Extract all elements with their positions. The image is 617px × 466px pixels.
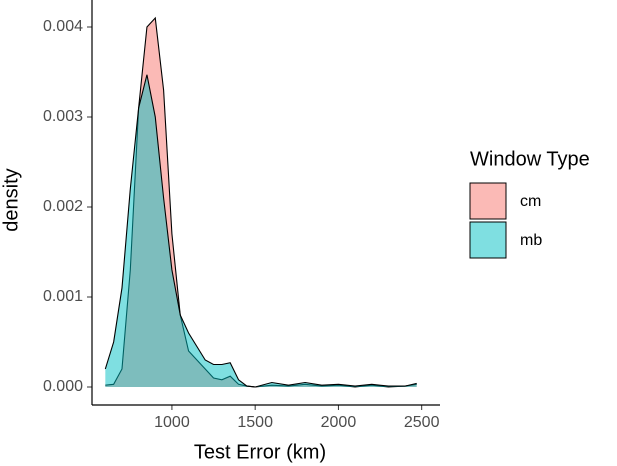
x-tick-label: 1000 <box>154 414 190 431</box>
y-tick-label: 0.001 <box>43 288 83 305</box>
y-tick-label: 0.004 <box>43 18 83 35</box>
legend-label: mb <box>520 232 542 249</box>
y-tick-label: 0.002 <box>43 198 83 215</box>
y-tick-label: 0.003 <box>43 108 83 125</box>
x-tick-label: 2000 <box>321 414 357 431</box>
density-line <box>104 74 417 388</box>
legend-title: Window Type <box>470 148 590 170</box>
legend-key <box>469 182 507 220</box>
density-area <box>105 74 417 387</box>
y-axis-title: density <box>0 168 22 231</box>
x-tick-label: 2500 <box>404 414 440 431</box>
legend-key <box>469 221 507 259</box>
x-tick-label: 1500 <box>237 414 273 431</box>
y-tick-label: 0.000 <box>43 378 83 395</box>
x-axis-title: Test Error (km) <box>194 441 326 463</box>
legend-label: cm <box>520 193 541 210</box>
